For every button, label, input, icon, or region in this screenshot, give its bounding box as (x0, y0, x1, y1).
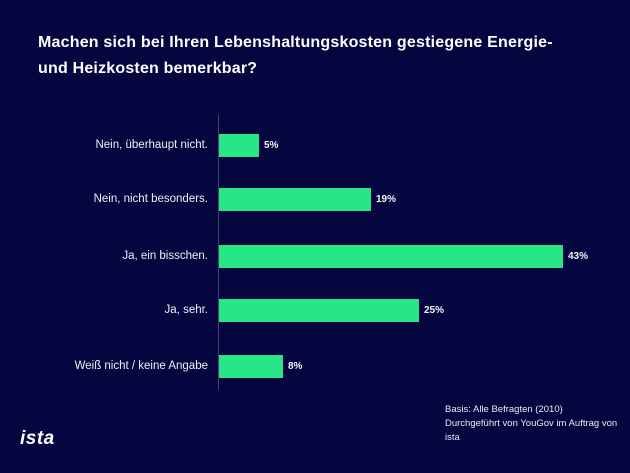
value-label: 8% (288, 361, 303, 372)
category-label: Ja, sehr. (164, 304, 208, 316)
bar (219, 134, 259, 157)
value-label: 5% (264, 140, 279, 151)
value-label: 25% (424, 305, 445, 316)
ista-logo: ista (20, 428, 55, 449)
value-label: 43% (568, 251, 589, 262)
value-label: 19% (376, 194, 397, 205)
source-note: Basis: Alle Befragten (2010) Durchgeführ… (445, 403, 630, 445)
bar-row: Weiß nicht / keine Angabe 8% (0, 355, 630, 378)
bar-row: Nein, nicht besonders. 19% (0, 188, 630, 211)
category-label: Nein, überhaupt nicht. (95, 139, 208, 151)
bar-row: Ja, ein bisschen. 43% (0, 245, 630, 268)
y-axis-line (218, 115, 219, 390)
bar (219, 188, 371, 211)
source-basis: Basis: Alle Befragten (2010) (445, 404, 563, 415)
chart-title: Machen sich bei Ihren Lebenshaltungskost… (38, 34, 553, 77)
bar (219, 355, 283, 378)
category-label: Ja, ein bisschen. (122, 250, 208, 262)
source-conducted-by: Durchgeführt von YouGov im Auftrag von i… (445, 418, 618, 443)
category-label: Weiß nicht / keine Angabe (74, 360, 208, 372)
bar-row: Nein, überhaupt nicht. 5% (0, 134, 630, 157)
bar (219, 245, 563, 268)
bar-row: Ja, sehr. 25% (0, 299, 630, 322)
bar (219, 299, 419, 322)
category-label: Nein, nicht besonders. (93, 193, 208, 205)
